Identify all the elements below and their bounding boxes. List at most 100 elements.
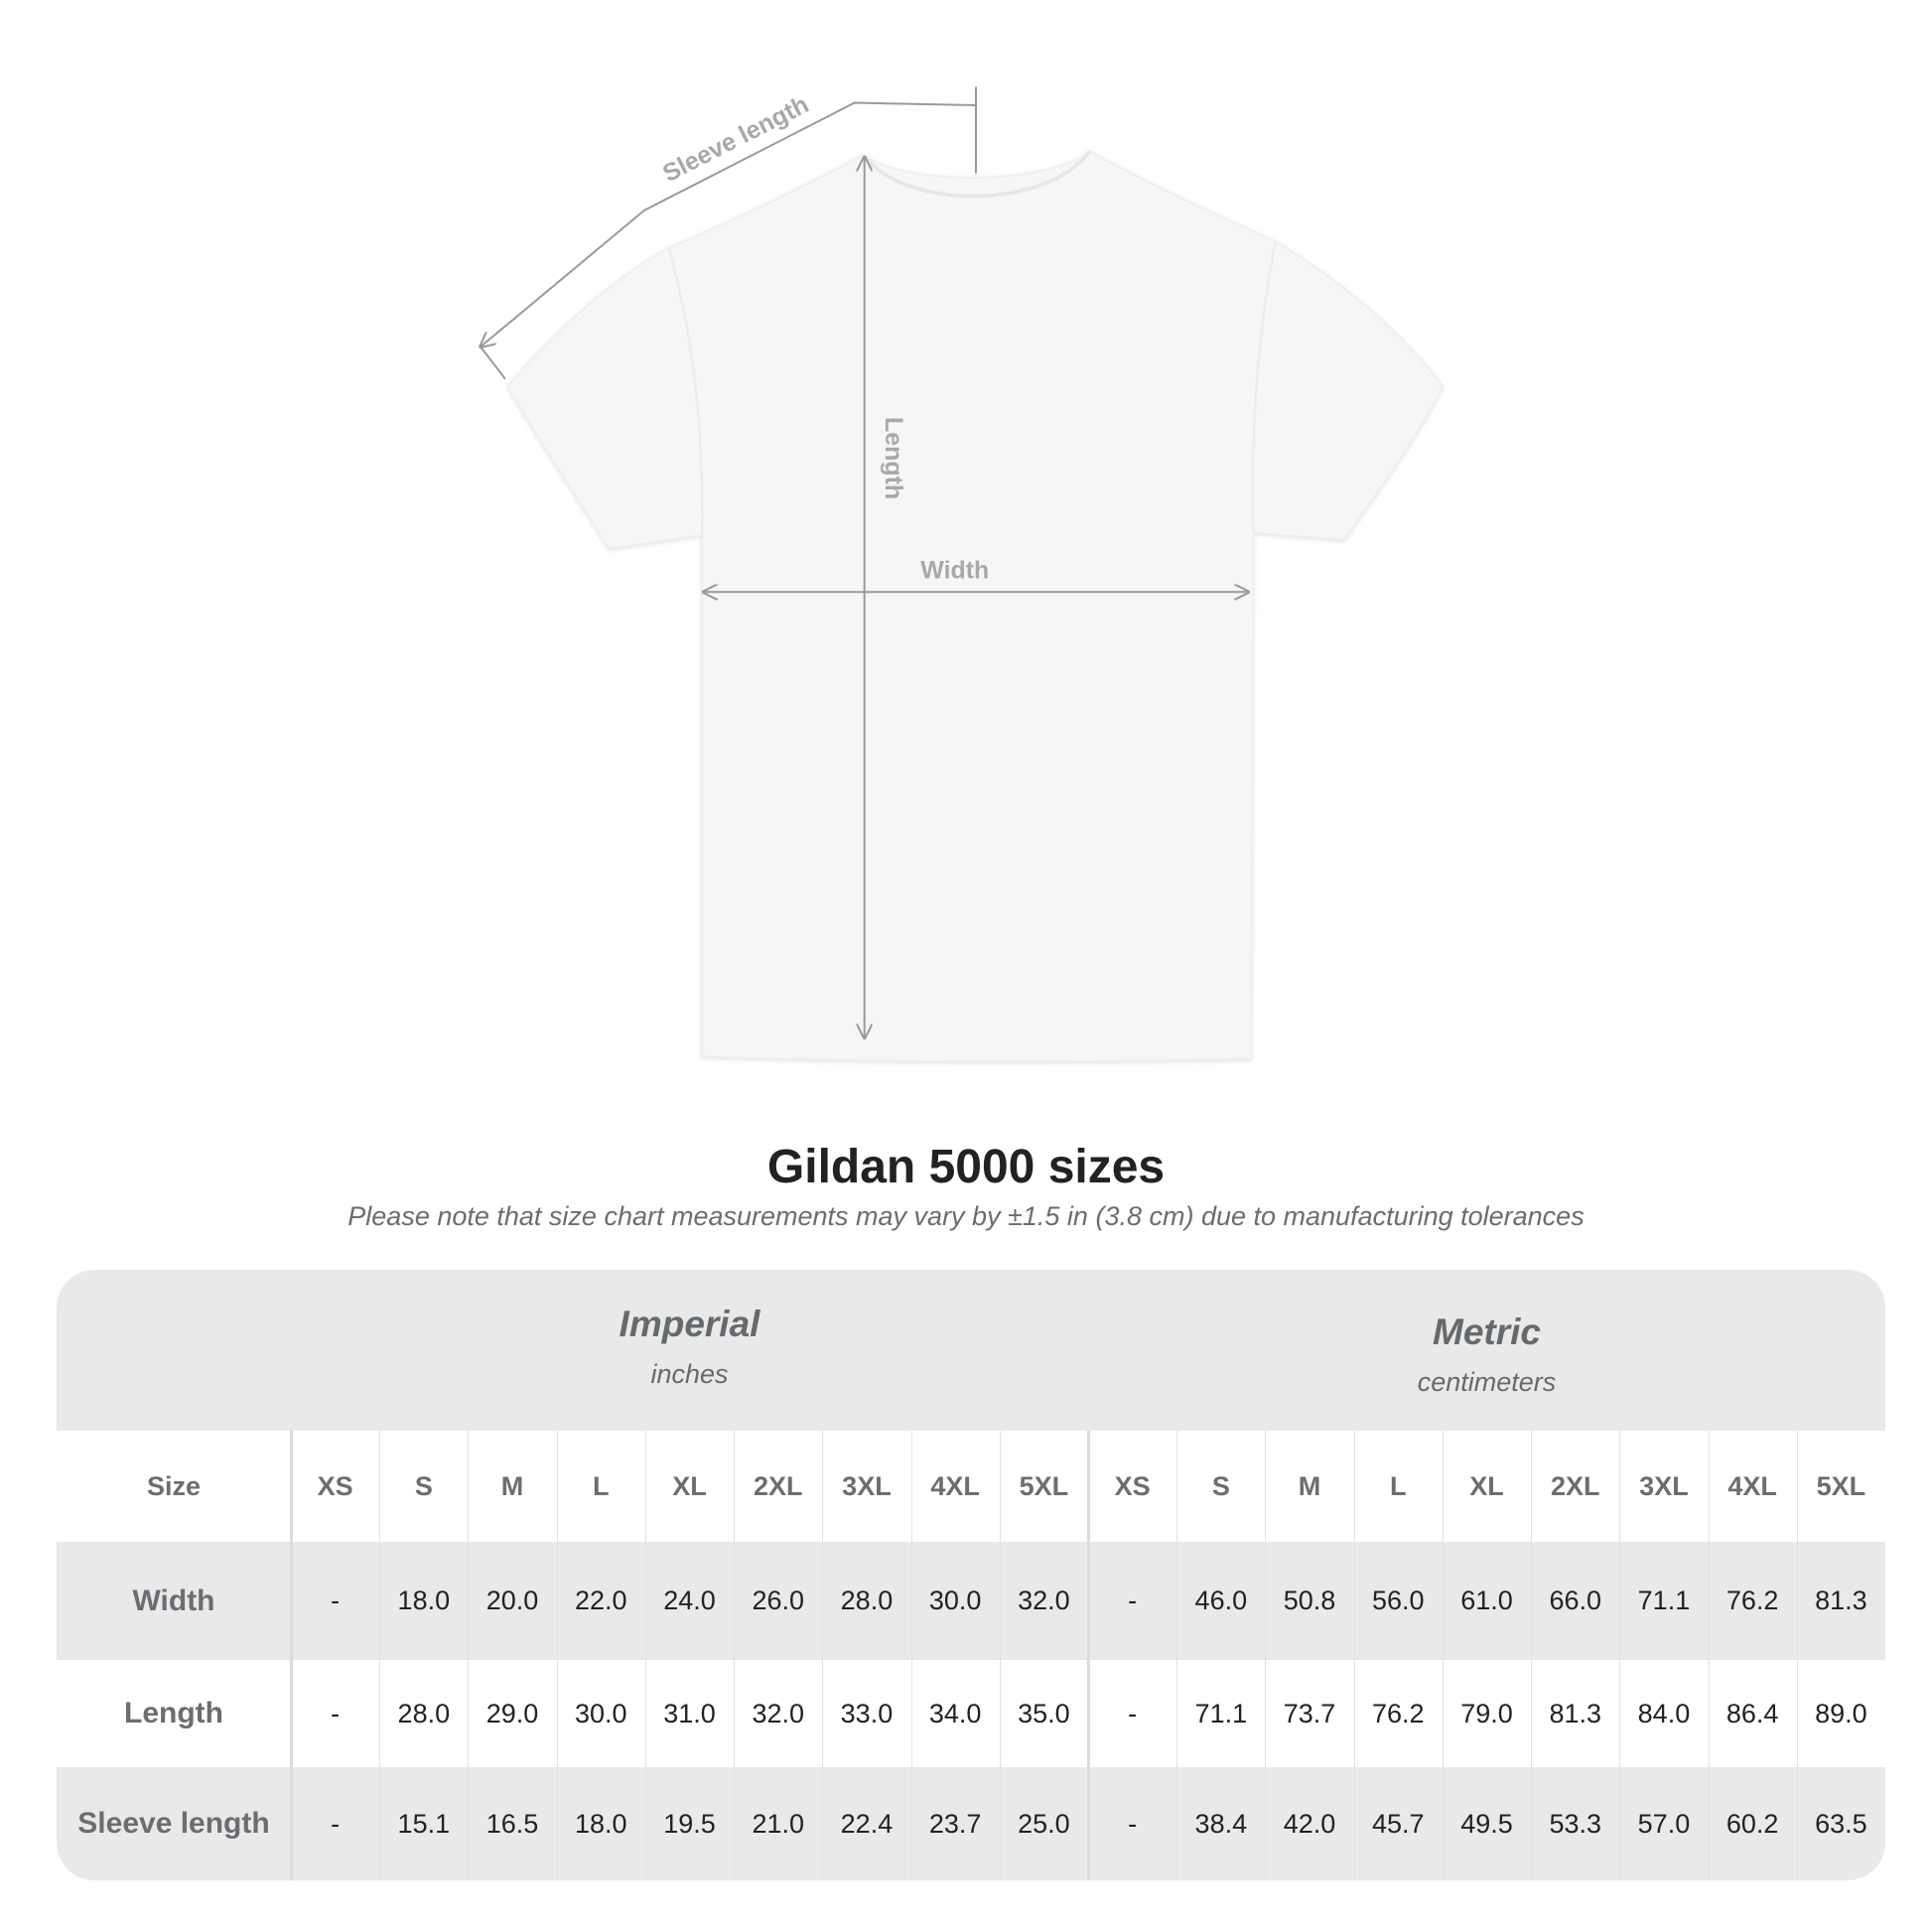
table-cell: 28.0 bbox=[840, 1586, 894, 1615]
table-cell: 46.0 bbox=[1194, 1586, 1248, 1615]
table-cell: 32.0 bbox=[1018, 1586, 1070, 1615]
table-cell: 16.5 bbox=[485, 1808, 539, 1839]
table-cell: 86.4 bbox=[1725, 1698, 1779, 1728]
table-cell: 71.1 bbox=[1194, 1698, 1248, 1728]
table-cell: 24.0 bbox=[663, 1586, 716, 1615]
table-cell: 34.0 bbox=[928, 1698, 982, 1728]
column-divider bbox=[1442, 1431, 1444, 1880]
table-cell: 30.0 bbox=[574, 1698, 627, 1728]
table-cell: 81.3 bbox=[1549, 1698, 1601, 1728]
system-name: Imperial bbox=[619, 1304, 760, 1344]
table-cell: 45.7 bbox=[1371, 1808, 1425, 1839]
table-cell: - bbox=[1128, 1808, 1138, 1839]
size-header: XS bbox=[1114, 1470, 1151, 1501]
table-cell: 18.0 bbox=[397, 1586, 451, 1615]
column-divider bbox=[1531, 1431, 1533, 1880]
sleeve-length-label: Sleeve length bbox=[658, 90, 813, 188]
table-cell: 22.0 bbox=[574, 1586, 627, 1615]
column-divider bbox=[822, 1431, 824, 1880]
page-title: Gildan 5000 sizes bbox=[766, 1141, 1166, 1193]
table-cell: - bbox=[331, 1698, 341, 1728]
size-header: S bbox=[1211, 1470, 1230, 1501]
table-cell: 29.0 bbox=[485, 1698, 539, 1728]
size-header: 5XL bbox=[1019, 1470, 1069, 1501]
row-label: Width bbox=[132, 1584, 215, 1617]
size-header: S bbox=[414, 1470, 433, 1501]
row-label: Length bbox=[124, 1697, 223, 1729]
column-divider bbox=[1796, 1431, 1798, 1880]
table-cell: 50.8 bbox=[1283, 1586, 1336, 1615]
size-header: 3XL bbox=[842, 1470, 892, 1501]
table-cell: 76.2 bbox=[1371, 1698, 1425, 1728]
column-divider bbox=[1176, 1431, 1178, 1880]
size-chart-table: Imperial inches Metric centimeters Size XS S M L… bbox=[57, 1270, 1885, 1880]
column-divider bbox=[1619, 1431, 1621, 1880]
table-cell: 63.5 bbox=[1815, 1808, 1867, 1839]
table-cell: 19.5 bbox=[663, 1808, 716, 1839]
table-cell: 42.0 bbox=[1283, 1808, 1336, 1839]
table-cell: 81.3 bbox=[1815, 1586, 1867, 1615]
column-divider bbox=[734, 1431, 736, 1880]
column-divider bbox=[1353, 1431, 1355, 1880]
table-cell: 35.0 bbox=[1018, 1698, 1070, 1728]
table-cell: 31.0 bbox=[663, 1698, 716, 1728]
table-cell: 57.0 bbox=[1637, 1808, 1691, 1839]
column-divider bbox=[556, 1431, 558, 1880]
size-header: 2XL bbox=[753, 1470, 803, 1501]
table-cell: 84.0 bbox=[1637, 1698, 1691, 1728]
length-label: Length bbox=[880, 417, 907, 499]
table-cell: 21.0 bbox=[752, 1808, 804, 1839]
table-cell: 66.0 bbox=[1549, 1586, 1601, 1615]
table-cell: 28.0 bbox=[397, 1698, 451, 1728]
table-cell: 76.2 bbox=[1725, 1586, 1779, 1615]
table-cell: 53.3 bbox=[1549, 1808, 1601, 1839]
sleeve-seam-left bbox=[667, 247, 704, 535]
table-cell: - bbox=[331, 1586, 341, 1615]
tshirt-shape bbox=[506, 150, 1444, 1062]
sleeve-length-arrow bbox=[481, 209, 645, 346]
size-header: XS bbox=[317, 1470, 353, 1501]
column-divider bbox=[1708, 1431, 1710, 1880]
system-header-imperial: Imperial inches bbox=[291, 1304, 1088, 1390]
table-cell: 73.7 bbox=[1283, 1698, 1336, 1728]
tolerance-note: Please note that size chart measurements… bbox=[347, 1201, 1585, 1231]
size-header: L bbox=[1390, 1470, 1407, 1501]
table-cell: 26.0 bbox=[752, 1586, 804, 1615]
size-header: 4XL bbox=[930, 1470, 980, 1501]
table-cell: 56.0 bbox=[1371, 1586, 1425, 1615]
table-cell: 61.0 bbox=[1460, 1586, 1513, 1615]
size-header: XL bbox=[1469, 1470, 1504, 1501]
size-header: L bbox=[593, 1470, 610, 1501]
size-header: M bbox=[500, 1470, 524, 1501]
system-unit: inches bbox=[650, 1359, 729, 1389]
table-cell: 79.0 bbox=[1460, 1698, 1513, 1728]
row-label: Sleeve length bbox=[77, 1807, 270, 1840]
column-divider bbox=[290, 1431, 293, 1880]
size-header: XL bbox=[672, 1470, 707, 1501]
table-cell: 23.7 bbox=[928, 1808, 982, 1839]
table-cell: - bbox=[331, 1808, 341, 1839]
column-divider bbox=[379, 1431, 381, 1880]
column-divider bbox=[999, 1431, 1001, 1880]
column-divider bbox=[1087, 1431, 1090, 1880]
table-cell: - bbox=[1128, 1586, 1138, 1615]
sleeve-end-tick bbox=[480, 345, 506, 380]
row-band-width bbox=[57, 1542, 1885, 1660]
size-header: 3XL bbox=[1639, 1470, 1689, 1501]
size-header-label: Size bbox=[146, 1470, 202, 1501]
table-cell: 25.0 bbox=[1018, 1808, 1070, 1839]
table-cell: 89.0 bbox=[1815, 1698, 1867, 1728]
table-cell: 60.2 bbox=[1725, 1808, 1779, 1839]
system-header-metric: Metric centimeters bbox=[1088, 1311, 1885, 1398]
size-header: 2XL bbox=[1550, 1470, 1600, 1501]
table-cell: 22.4 bbox=[840, 1808, 894, 1839]
column-divider bbox=[1265, 1431, 1267, 1880]
table-cell: 32.0 bbox=[752, 1698, 804, 1728]
size-header: M bbox=[1298, 1470, 1321, 1501]
sleeve-length-line bbox=[643, 101, 976, 211]
row-band-sleeve bbox=[57, 1767, 1885, 1880]
table-cell: 18.0 bbox=[574, 1808, 627, 1839]
table-cell: 38.4 bbox=[1194, 1808, 1248, 1839]
table-cell: 33.0 bbox=[840, 1698, 894, 1728]
